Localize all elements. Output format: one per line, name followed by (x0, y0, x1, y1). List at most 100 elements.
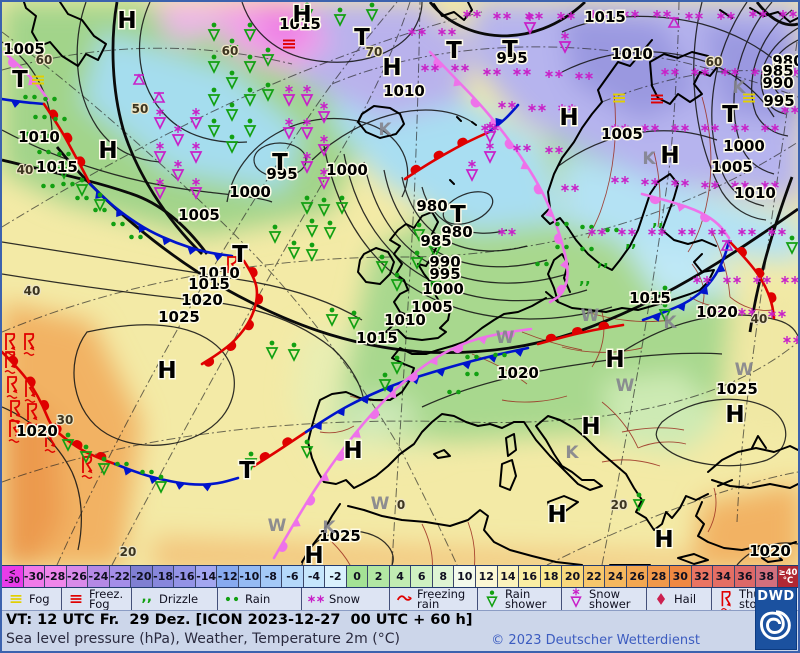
snow-shower-symbol (282, 118, 296, 140)
air-mass-label: W (268, 516, 287, 536)
rain-shower-symbol (207, 118, 221, 138)
snow-symbol (708, 306, 726, 314)
snow-symbol (717, 12, 735, 20)
scale-cell: 18 (540, 566, 563, 587)
snow-symbol (738, 228, 756, 236)
rain-shower-symbol (333, 7, 347, 27)
scale-cell: 26 (626, 566, 649, 587)
snow-symbol (779, 10, 797, 18)
legend-item-label: Hail (674, 592, 697, 606)
scale-cell: 8 (432, 566, 455, 587)
pressure-value-label: 1015 (188, 275, 230, 293)
rain-symbol (45, 133, 59, 139)
snow-shower-symbol (483, 122, 497, 144)
snow-symbol (738, 308, 756, 316)
rain-symbol (43, 96, 57, 102)
rain-symbol (605, 227, 619, 233)
pressure-value-label: 1005 (601, 125, 643, 143)
legend-item-label: Rain shower (505, 587, 547, 611)
snow-symbol (648, 228, 666, 236)
rain-shower-symbol (207, 54, 221, 74)
pressure-value-label: 1005 (711, 158, 753, 176)
snow-shower-symbol (171, 125, 185, 147)
rain-symbol (61, 181, 75, 187)
rain-shower-symbol (287, 342, 301, 362)
pressure-value-label: 985 (762, 62, 793, 80)
snow-symbol (513, 68, 531, 76)
occluded-front (428, 50, 569, 304)
scale-cell: -28 (45, 566, 67, 587)
rain-shower-symbol (305, 218, 319, 238)
rain-shower-symbol (428, 274, 442, 294)
snow-symbol (721, 68, 739, 76)
graticule-label: 20 (611, 498, 628, 512)
snow-symbol (558, 104, 576, 112)
snow-symbol (481, 124, 499, 132)
scale-cell: -6 (282, 566, 304, 587)
high-pressure-center: H (559, 105, 578, 131)
rain-shower-symbol (61, 432, 75, 452)
pressure-value-label: 1020 (16, 422, 58, 440)
chart-footer: VT: 12 UTC Fr. 29 Dez. [ICON 2023-12-27 … (2, 610, 798, 651)
rain-symbol (53, 116, 67, 122)
freezing-fog-symbol (651, 94, 663, 104)
drizzle-symbol: ,, (597, 252, 609, 270)
pressure-value-label: 980 (441, 223, 472, 241)
rain-shower-symbol (365, 2, 379, 22)
graticule-label: 20 (120, 545, 137, 559)
fog-symbol (743, 93, 755, 103)
high-pressure-center: H (654, 527, 673, 553)
occluded-front (2, 50, 50, 102)
rain-shower-symbol (243, 87, 257, 107)
freezing-fog-symbol (283, 39, 295, 49)
graticule-label: 60 (706, 55, 723, 69)
pressure-value-label: 1010 (384, 311, 426, 329)
rain-symbol (555, 244, 569, 250)
fog-symbol (32, 75, 44, 85)
snow-symbol (708, 228, 726, 236)
hail-icon (656, 593, 666, 605)
snow-symbol (731, 124, 749, 132)
rain-symbol (41, 183, 55, 189)
hail-symbol (720, 239, 734, 251)
low-pressure-center: T (722, 102, 738, 128)
rain-symbol (25, 131, 39, 137)
snow-symbol (783, 336, 798, 344)
weather-symbols-layer: ,,,,,,,, (4, 2, 798, 512)
scale-cell: 14 (497, 566, 520, 587)
snow-symbol (751, 68, 769, 76)
snow-shower-symbol (317, 102, 331, 124)
scale-cell: -14 (195, 566, 218, 587)
rain-shower-symbol (412, 222, 426, 242)
freezing-fog-icon (70, 594, 82, 604)
pressure-value-label: 995 (266, 165, 297, 183)
snow-symbol (561, 184, 579, 192)
snow-shower-symbol (189, 142, 203, 164)
rain-shower-symbol (97, 456, 111, 476)
svg-text:,: , (631, 233, 637, 251)
air-mass-label: W (496, 328, 515, 348)
pressure-value-label: 1010 (734, 184, 776, 202)
scale-cell: -4 (303, 566, 326, 587)
scale-cell: 30 (669, 566, 692, 587)
air-mass-label: W (616, 376, 635, 396)
snow-symbol (761, 124, 779, 132)
rain-shower-symbol (261, 82, 275, 102)
high-pressure-center: H (725, 402, 744, 428)
snow-shower-symbol (189, 108, 203, 130)
rain-shower-symbol (300, 195, 314, 215)
rain-shower-symbol (390, 272, 404, 292)
parameters-line: Sea level pressure (hPa), Weather, Tempe… (6, 631, 400, 647)
pressure-value-label: 1010 (611, 45, 653, 63)
scale-cell: 22 (583, 566, 606, 587)
pressure-value-label: 1010 (18, 128, 60, 146)
scale-cell: 36 (734, 566, 757, 587)
drizzle-icon: ,, (142, 589, 153, 605)
graticule-label: 60 (36, 53, 53, 67)
pressure-value-label: 1005 (178, 206, 220, 224)
low-pressure-center: T (272, 150, 288, 176)
snow-symbol (671, 124, 689, 132)
fog-icon (10, 594, 22, 604)
scale-cell: 4 (389, 566, 412, 587)
